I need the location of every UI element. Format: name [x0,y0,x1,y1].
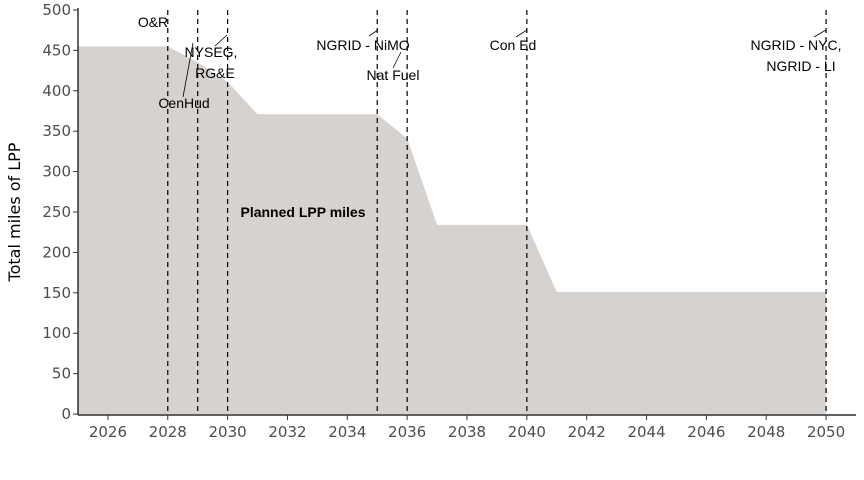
x-tick-label: 2040 [508,423,546,441]
leader-nyseg [214,34,228,47]
x-tick-label: 2036 [388,423,426,441]
y-tick-label: 150 [42,284,71,302]
deadline-lines [167,10,827,415]
label-con-ed: Con Ed [490,37,537,53]
leader-con-ed [515,29,528,38]
x-tick-label: 2032 [268,423,306,441]
leader-ngrid-nyc [813,29,827,38]
label-o-r: O&R [138,14,168,30]
label-ngrid-nyc: NGRID - NYC, [751,37,842,53]
y-tick-label: 450 [42,41,71,59]
y-tick-label: 250 [42,203,71,221]
y-tick-label: 350 [42,122,71,140]
leader-cenhud [182,42,194,98]
label-rge: RG&E [195,65,235,81]
y-axis-ticks: 0 50 100 150 200 250 300 350 400 450 500 [42,1,78,423]
label-ngrid-nimo: NGRID - NiMO [316,37,409,53]
leader-nat-fuel [392,51,402,69]
x-tick-label: 2046 [687,423,725,441]
x-tick-label: 2028 [149,423,187,441]
x-tick-label: 2048 [747,423,785,441]
y-tick-label: 50 [52,365,71,383]
y-tick-label: 500 [42,1,71,19]
x-tick-label: 2034 [328,423,366,441]
y-axis-title: Total miles of LPP [5,142,24,282]
planned-lpp-area [78,46,827,415]
x-tick-label: 2038 [448,423,486,441]
x-tick-label: 2042 [568,423,606,441]
y-tick-label: 300 [42,163,71,181]
y-tick-label: 400 [42,82,71,100]
x-tick-label: 2030 [209,423,247,441]
area-label: Planned LPP miles [240,204,365,220]
x-tick-label: 2044 [627,423,665,441]
leader-ngrid-nimo [368,29,379,37]
label-ngrid-li: NGRID - LI [766,58,835,74]
label-nyseg: NYSEG, [185,44,238,60]
y-tick-label: 0 [61,405,71,423]
x-axis-ticks: 2026 2028 2030 2032 2034 2036 2038 2040 2042 2044… [89,415,845,441]
label-cenhud: CenHud [158,95,209,111]
label-nat-fuel: Nat Fuel [367,67,420,83]
y-tick-label: 200 [42,243,71,261]
annotation-leaders [182,29,827,98]
y-tick-label: 100 [42,324,71,342]
x-tick-label: 2026 [89,423,127,441]
x-tick-label: 2050 [807,423,845,441]
